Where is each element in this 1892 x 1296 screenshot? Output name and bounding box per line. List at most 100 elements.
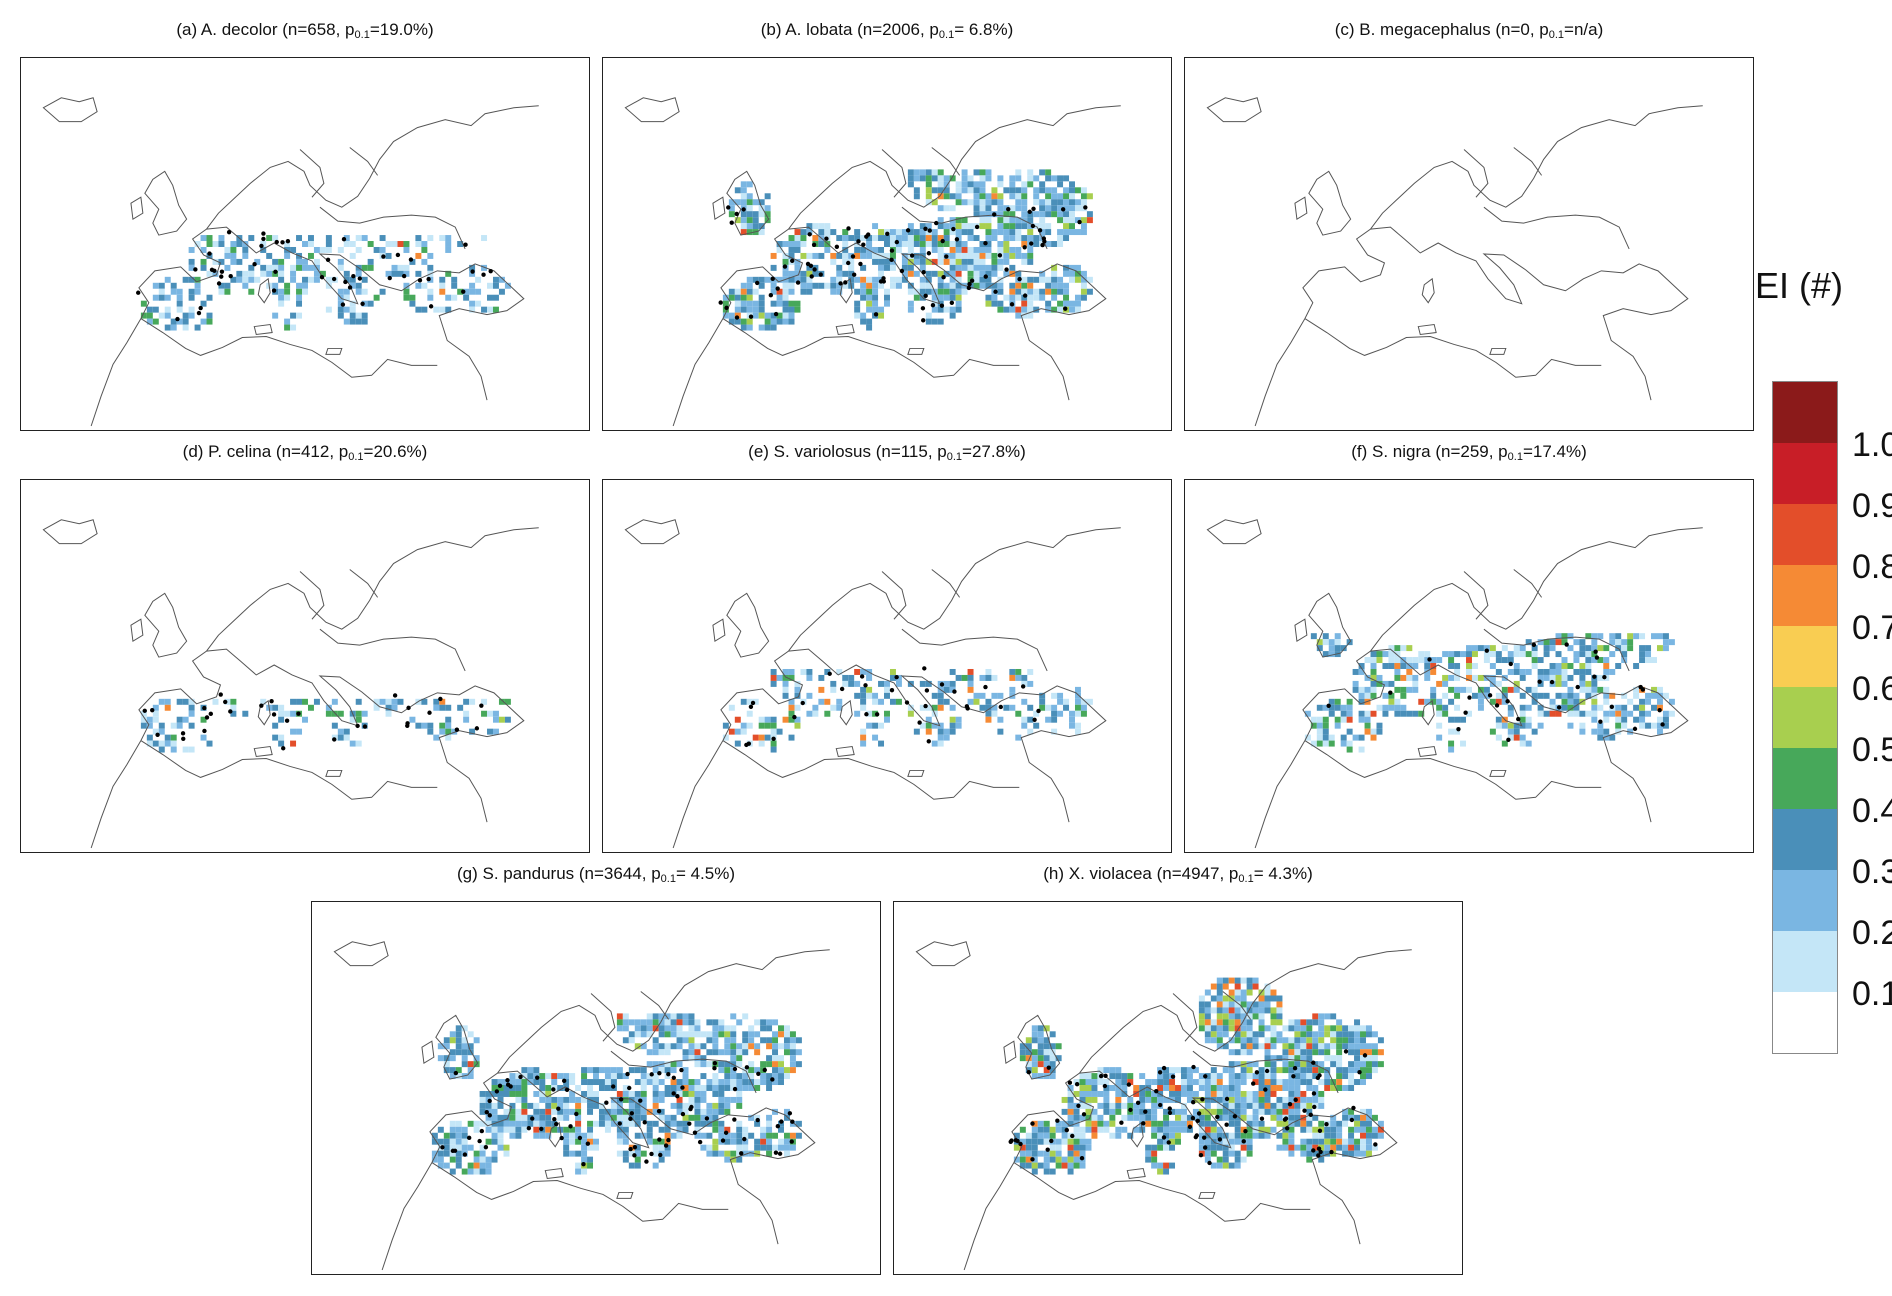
coastline xyxy=(42,97,98,123)
ei-heat-layer xyxy=(431,1013,802,1175)
europe-map xyxy=(1206,97,1703,427)
coastline xyxy=(1206,519,1262,545)
colorbar-tick-label: 0.7 xyxy=(1852,609,1892,647)
europe-map xyxy=(624,97,1121,427)
ei-heat-layer xyxy=(722,169,1093,331)
colorbar-swatch xyxy=(1773,443,1837,504)
panel-title-subscript: 0.1 xyxy=(1507,451,1523,463)
coastline xyxy=(381,949,830,1271)
europe-map xyxy=(1206,519,1703,849)
panel-title: (b) A. lobata (n=2006, p0.1= 6.8%) xyxy=(592,20,1182,45)
panel-title-text: (a) A. decolor (n=658, p xyxy=(176,20,355,39)
coastline xyxy=(712,170,770,236)
panel-title: (c) B. megacephalus (n=0, p0.1=n/a) xyxy=(1174,20,1764,45)
map-panel xyxy=(20,479,590,853)
coastline xyxy=(1003,1014,1061,1080)
occurrence-points xyxy=(744,666,1041,748)
panel-title: (e) S. variolosus (n=115, p0.1=27.8%) xyxy=(592,442,1182,467)
coastline xyxy=(624,97,680,123)
colorbar-tick-label: 0.6 xyxy=(1852,670,1892,708)
occurrence-points xyxy=(1326,642,1665,742)
panel-title-subscript: 0.1 xyxy=(1238,873,1254,885)
coastline xyxy=(253,277,343,355)
coastline xyxy=(1206,97,1262,123)
panel-title-percent: =19.0%) xyxy=(369,20,434,39)
map-panel xyxy=(893,901,1463,1275)
coastline xyxy=(624,519,680,545)
occurrence-points xyxy=(718,205,1088,323)
coastline xyxy=(963,949,1412,1271)
panel-title-text: (e) S. variolosus (n=115, p xyxy=(748,442,947,461)
panel-title-percent: =27.8%) xyxy=(962,442,1026,461)
panel-title-percent: = 4.5%) xyxy=(675,864,736,883)
panel-title-subscript: 0.1 xyxy=(348,451,364,463)
coastline xyxy=(253,699,343,777)
coastline xyxy=(42,519,98,545)
panel-title-percent: = 4.3%) xyxy=(1253,864,1313,883)
occurrence-points xyxy=(136,229,493,322)
coastline xyxy=(1254,527,1703,849)
coastline xyxy=(1254,105,1703,427)
coastline xyxy=(1294,170,1352,236)
europe-map xyxy=(333,941,830,1271)
panel-title: (f) S. nigra (n=259, p0.1=17.4%) xyxy=(1174,442,1764,467)
ei-heat-layer xyxy=(1304,633,1675,753)
colorbar xyxy=(1772,381,1838,1054)
coastline xyxy=(333,941,389,967)
ei-heat-layer xyxy=(140,698,511,753)
colorbar-tick-label: 0.4 xyxy=(1852,792,1892,830)
europe-map xyxy=(915,941,1412,1271)
europe-map xyxy=(42,97,539,427)
colorbar-tick-label: 0.3 xyxy=(1852,853,1892,891)
europe-map xyxy=(42,519,539,849)
map-panel xyxy=(602,479,1172,853)
coastline xyxy=(1417,277,1507,355)
panel-title-text: (h) X. violacea (n=4947, p xyxy=(1043,864,1239,883)
colorbar-swatch xyxy=(1773,870,1837,931)
colorbar-title: EI (#) xyxy=(1755,265,1844,306)
coastline xyxy=(712,592,770,658)
colorbar-swatch xyxy=(1773,626,1837,687)
colorbar-tick-label: 0.9 xyxy=(1852,487,1892,525)
colorbar-swatch xyxy=(1773,687,1837,748)
coastline xyxy=(1417,699,1507,777)
occurrence-points xyxy=(440,1061,795,1167)
panel-title-subscript: 0.1 xyxy=(1548,29,1565,41)
coastline xyxy=(1294,592,1352,658)
panel-title-percent: =n/a) xyxy=(1564,20,1604,39)
panel-title: (g) S. pandurus (n=3644, p0.1= 4.5%) xyxy=(301,864,891,889)
colorbar-tick-label: 0.5 xyxy=(1852,731,1892,769)
coastline xyxy=(835,277,925,355)
panel-title-subscript: 0.1 xyxy=(660,873,676,885)
coastline xyxy=(130,170,188,236)
panel-title: (h) X. violacea (n=4947, p0.1= 4.3%) xyxy=(883,864,1473,889)
coastline xyxy=(130,592,188,658)
colorbar-swatch xyxy=(1773,748,1837,809)
panel-title-subscript: 0.1 xyxy=(354,29,370,41)
occurrence-points xyxy=(1008,1049,1378,1166)
coastline xyxy=(672,105,1121,427)
colorbar-tick-label: 0.1 xyxy=(1852,975,1892,1013)
panel-title-percent: = 6.8%) xyxy=(954,20,1014,39)
colorbar-tick-label: 0.8 xyxy=(1852,548,1892,586)
colorbar-swatch xyxy=(1773,931,1837,992)
colorbar-swatch xyxy=(1773,992,1837,1053)
colorbar-swatch xyxy=(1773,565,1837,626)
panel-title: (a) A. decolor (n=658, p0.1=19.0%) xyxy=(10,20,600,45)
colorbar-tick-label: 0.2 xyxy=(1852,914,1892,952)
panel-title-percent: =20.6%) xyxy=(363,442,428,461)
ei-heat-layer xyxy=(1013,977,1384,1175)
panel-title-percent: =17.4%) xyxy=(1522,442,1587,461)
map-panel xyxy=(1184,57,1754,431)
panel-title-text: (d) P. celina (n=412, p xyxy=(182,442,349,461)
panel-title-subscript: 0.1 xyxy=(938,29,955,41)
coastline xyxy=(835,699,925,777)
coastline xyxy=(915,941,971,967)
coastline xyxy=(1126,1121,1216,1199)
panel-title-text: (g) S. pandurus (n=3644, p xyxy=(456,864,661,883)
occurrence-points xyxy=(142,692,484,751)
coastline xyxy=(421,1014,479,1080)
panel-title: (d) P. celina (n=412, p0.1=20.6%) xyxy=(10,442,600,467)
coastline xyxy=(90,105,539,427)
map-panel xyxy=(20,57,590,431)
